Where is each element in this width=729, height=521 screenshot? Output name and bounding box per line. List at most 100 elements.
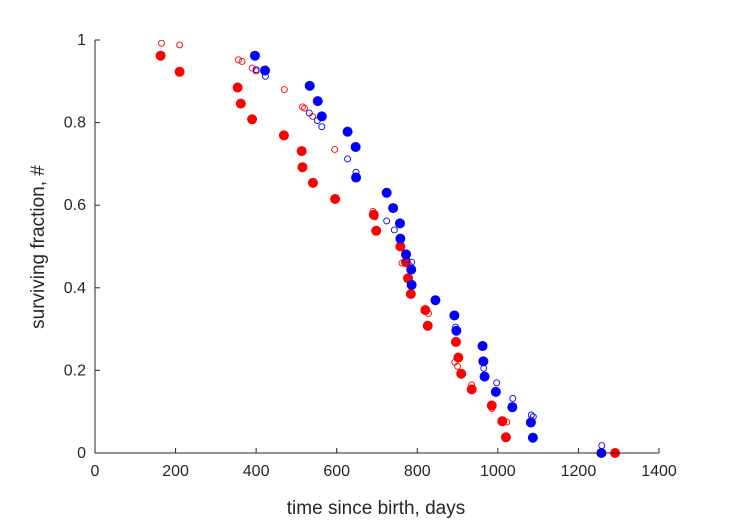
open-marker — [344, 155, 352, 163]
filled-marker — [351, 172, 362, 183]
open-marker — [301, 104, 308, 112]
open-marker — [248, 64, 256, 72]
series-2 — [249, 50, 607, 458]
y-tick-label: 0.4 — [64, 280, 86, 297]
open-marker — [425, 309, 433, 317]
filled-marker — [235, 98, 246, 109]
open-marker — [252, 66, 260, 74]
filled-marker — [249, 50, 260, 61]
open-marker — [454, 362, 462, 370]
filled-marker — [350, 141, 361, 152]
open-marker — [431, 297, 439, 305]
filled-marker — [330, 194, 341, 205]
filled-marker — [451, 325, 462, 336]
y-tick-label: 0 — [77, 445, 86, 462]
filled-marker — [405, 288, 416, 299]
open-marker — [383, 217, 391, 225]
open-marker — [158, 39, 165, 47]
filled-marker — [490, 386, 501, 397]
filled-marker — [260, 65, 271, 76]
filled-marker — [307, 177, 318, 188]
open-marker — [398, 259, 406, 267]
open-marker — [503, 418, 511, 426]
open-marker — [313, 117, 321, 124]
x-tick-label: 0 — [91, 463, 100, 480]
open-marker — [352, 168, 360, 176]
filled-marker — [381, 187, 392, 198]
filled-marker — [174, 66, 185, 77]
filled-marker — [316, 111, 327, 122]
filled-marker — [453, 352, 464, 363]
plot-area — [155, 39, 621, 458]
x-axis-label: time since birth, days — [287, 498, 465, 519]
filled-marker — [296, 146, 307, 157]
filled-marker — [278, 130, 289, 141]
filled-marker — [394, 218, 405, 229]
open-marker — [493, 379, 501, 387]
filled-marker — [500, 432, 511, 443]
filled-marker — [450, 336, 461, 347]
filled-marker — [527, 432, 538, 443]
open-marker — [509, 395, 517, 402]
x-tick-label: 1400 — [641, 463, 677, 480]
open-marker — [299, 103, 306, 111]
filled-marker — [247, 114, 258, 125]
open-marker — [390, 226, 398, 234]
series-0 — [155, 50, 621, 458]
open-marker — [480, 364, 488, 372]
open-marker — [499, 416, 507, 424]
series-1 — [158, 39, 511, 426]
filled-marker — [342, 126, 353, 137]
filled-marker — [388, 203, 399, 214]
open-marker — [529, 413, 537, 421]
filled-marker — [449, 310, 460, 321]
open-marker — [318, 123, 326, 131]
open-marker — [280, 86, 288, 94]
open-marker — [408, 258, 416, 266]
open-marker — [176, 41, 184, 49]
series-3 — [252, 66, 606, 450]
open-marker — [488, 404, 496, 412]
open-marker — [261, 72, 269, 80]
filled-marker — [456, 368, 467, 379]
filled-marker — [479, 371, 490, 382]
filled-marker — [406, 279, 417, 290]
axes — [94, 39, 660, 454]
filled-marker — [155, 50, 166, 61]
filled-marker — [478, 356, 489, 367]
open-marker — [527, 411, 535, 419]
open-marker — [468, 381, 476, 389]
filled-marker — [422, 320, 433, 331]
filled-marker — [297, 162, 308, 173]
filled-marker — [304, 80, 315, 91]
open-marker — [331, 145, 339, 153]
filled-marker — [477, 341, 488, 352]
open-marker — [598, 442, 606, 450]
filled-marker — [430, 295, 441, 306]
open-marker — [305, 109, 313, 117]
y-tick-label: 0.8 — [64, 115, 86, 132]
open-marker — [234, 56, 242, 64]
filled-marker — [406, 264, 417, 275]
x-tick-label: 200 — [162, 463, 189, 480]
filled-marker — [395, 233, 406, 244]
y-axis-label: surviving fraction, # — [28, 165, 49, 329]
filled-marker — [232, 82, 243, 93]
open-marker — [452, 323, 460, 331]
x-tick-label: 1200 — [561, 463, 597, 480]
x-tick-label: 1000 — [480, 463, 516, 480]
filled-marker — [371, 225, 382, 236]
y-tick-label: 0.2 — [64, 362, 86, 379]
x-tick-label: 800 — [404, 463, 431, 480]
filled-marker — [312, 96, 323, 107]
y-tick-label: 0.6 — [64, 197, 86, 214]
filled-marker — [507, 402, 518, 413]
x-tick-label: 400 — [243, 463, 270, 480]
y-tick-label: 1 — [77, 32, 86, 49]
tick-labels: 0 200 400 600 800 1000 1200 1400 0 0.2 0.4 0.6 0.8 1 — [64, 32, 677, 480]
x-tick-label: 600 — [323, 463, 350, 480]
open-marker — [371, 213, 379, 221]
open-marker — [238, 58, 246, 65]
